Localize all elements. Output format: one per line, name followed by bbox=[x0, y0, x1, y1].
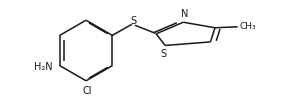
Text: H₂N: H₂N bbox=[34, 62, 52, 72]
Text: N: N bbox=[181, 9, 188, 19]
Text: CH₃: CH₃ bbox=[239, 22, 256, 31]
Text: S: S bbox=[161, 49, 167, 59]
Text: Cl: Cl bbox=[83, 86, 92, 96]
Text: S: S bbox=[130, 16, 137, 26]
